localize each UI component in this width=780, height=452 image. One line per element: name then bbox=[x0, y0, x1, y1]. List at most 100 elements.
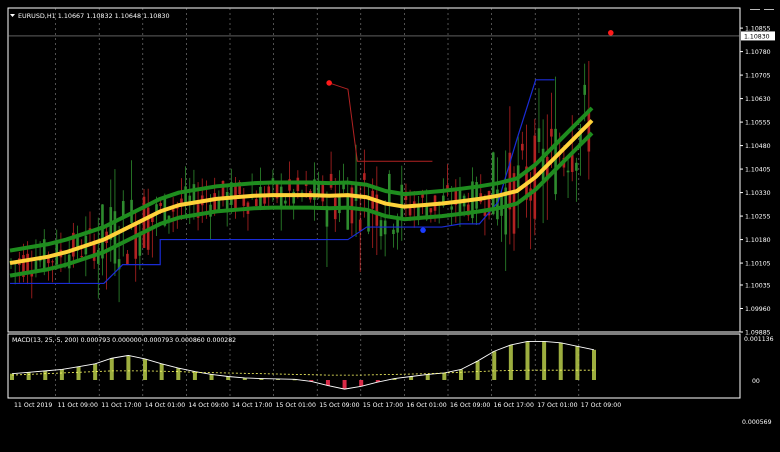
candle-body bbox=[521, 143, 524, 151]
candle-body bbox=[80, 256, 83, 258]
candle-body bbox=[151, 217, 154, 222]
time-axis-label: 11 Oct 2019 bbox=[14, 402, 52, 409]
minimize-icon[interactable] bbox=[750, 1, 760, 10]
candle-body bbox=[113, 211, 117, 264]
candle-body bbox=[575, 162, 578, 171]
candle-body bbox=[504, 187, 507, 235]
time-axis-label: 15 Oct 17:00 bbox=[363, 402, 403, 409]
price-axis-label: 1.10630 bbox=[745, 96, 771, 103]
price-axis-label: 1.10780 bbox=[745, 49, 771, 56]
macd-axis-bottom: 0.000569 bbox=[742, 419, 772, 426]
candle-body bbox=[363, 173, 366, 180]
candle-body bbox=[188, 195, 192, 204]
price-axis-label: 1.09885 bbox=[745, 330, 771, 337]
time-axis-label: 15 Oct 01:00 bbox=[276, 402, 316, 409]
candle-body bbox=[566, 170, 570, 173]
macd-bar bbox=[292, 379, 297, 381]
candle-body bbox=[117, 259, 121, 270]
candle-body bbox=[379, 220, 383, 237]
candle-body bbox=[317, 181, 320, 198]
price-axis-label: 1.10330 bbox=[745, 190, 771, 197]
window-controls bbox=[750, 1, 774, 10]
candle-body bbox=[325, 205, 329, 227]
current-price-tag bbox=[741, 31, 775, 41]
macd-bar bbox=[558, 342, 563, 380]
center-band bbox=[9, 119, 594, 266]
candle-body bbox=[242, 197, 246, 206]
red-trend-segment bbox=[329, 82, 433, 162]
price-axis-label: 1.10405 bbox=[745, 167, 771, 174]
candle-body bbox=[34, 260, 38, 274]
macd-bar bbox=[259, 378, 264, 380]
candle-body bbox=[545, 157, 549, 181]
candle-body bbox=[579, 127, 582, 145]
time-axis-label: 16 Oct 09:00 bbox=[450, 402, 490, 409]
candle-body bbox=[184, 186, 187, 206]
candle-body bbox=[537, 128, 541, 142]
candle-body bbox=[300, 192, 304, 194]
macd-bar bbox=[342, 380, 347, 390]
candle-body bbox=[496, 189, 499, 220]
price-axis-label: 1.10705 bbox=[745, 73, 771, 80]
candle-body bbox=[346, 196, 350, 230]
macd-bar bbox=[475, 361, 480, 380]
macd-bar bbox=[375, 380, 380, 383]
price-axis-label: 1.10480 bbox=[745, 143, 771, 150]
stop-line bbox=[10, 79, 555, 285]
candle-body bbox=[446, 185, 449, 192]
macd-bar bbox=[425, 374, 430, 380]
buy-signal-dot bbox=[420, 227, 426, 233]
time-axis-label: 15 Oct 09:00 bbox=[319, 402, 359, 409]
macd-bar bbox=[43, 370, 48, 380]
time-axis-label: 16 Oct 01:00 bbox=[406, 402, 446, 409]
candle-body bbox=[288, 179, 291, 191]
macd-axis-top: 0.001136 bbox=[744, 336, 774, 343]
candle-body bbox=[121, 201, 125, 218]
time-axis-label: 14 Oct 17:00 bbox=[232, 402, 272, 409]
macd-bar bbox=[109, 358, 114, 380]
candle-body bbox=[155, 204, 158, 216]
candle-body bbox=[292, 191, 295, 204]
time-axis-label: 16 Oct 17:00 bbox=[494, 402, 534, 409]
maximize-icon[interactable] bbox=[764, 1, 774, 10]
candle-body bbox=[254, 199, 258, 207]
candle-body bbox=[421, 194, 424, 198]
candle-body bbox=[88, 228, 92, 231]
macd-bar bbox=[76, 366, 81, 380]
macd-bar bbox=[59, 369, 64, 380]
candle-body bbox=[454, 187, 458, 205]
macd-bar bbox=[309, 380, 314, 382]
macd-bar bbox=[575, 346, 580, 380]
time-axis-label: 11 Oct 17:00 bbox=[101, 402, 141, 409]
macd-bar bbox=[226, 376, 231, 380]
macd-bar bbox=[26, 372, 31, 380]
macd-bar bbox=[458, 369, 463, 380]
candle-body bbox=[259, 186, 262, 210]
candle-body bbox=[267, 186, 271, 196]
candle-body bbox=[67, 254, 71, 269]
upper-envelope bbox=[9, 106, 594, 253]
candle-body bbox=[51, 261, 54, 263]
candle-body bbox=[550, 128, 553, 137]
candle-body bbox=[97, 249, 100, 264]
candle-body bbox=[350, 187, 354, 224]
price-axis-label: 1.10255 bbox=[745, 214, 771, 221]
macd-title: MACD(13, 25, 5, 200) 0.000793 0.000000 0… bbox=[12, 337, 236, 344]
candle-body bbox=[26, 253, 29, 274]
candle-body bbox=[587, 108, 591, 152]
symbol-info-text: EURUSD,H1 1.10667 1.10832 1.10648 1.1083… bbox=[18, 12, 170, 20]
candle-body bbox=[47, 255, 50, 264]
candle-body bbox=[541, 148, 545, 181]
price-axis-label: 1.10555 bbox=[745, 120, 771, 127]
candle-body bbox=[570, 151, 574, 172]
candle-body bbox=[55, 240, 59, 265]
macd-signal-line bbox=[11, 369, 594, 376]
macd-bar bbox=[159, 363, 164, 380]
macd-line bbox=[11, 340, 595, 390]
macd-bar bbox=[542, 341, 547, 380]
dropdown-triangle-icon[interactable] bbox=[10, 14, 15, 17]
candle-body bbox=[375, 194, 379, 226]
time-axis-label: 14 Oct 01:00 bbox=[145, 402, 185, 409]
